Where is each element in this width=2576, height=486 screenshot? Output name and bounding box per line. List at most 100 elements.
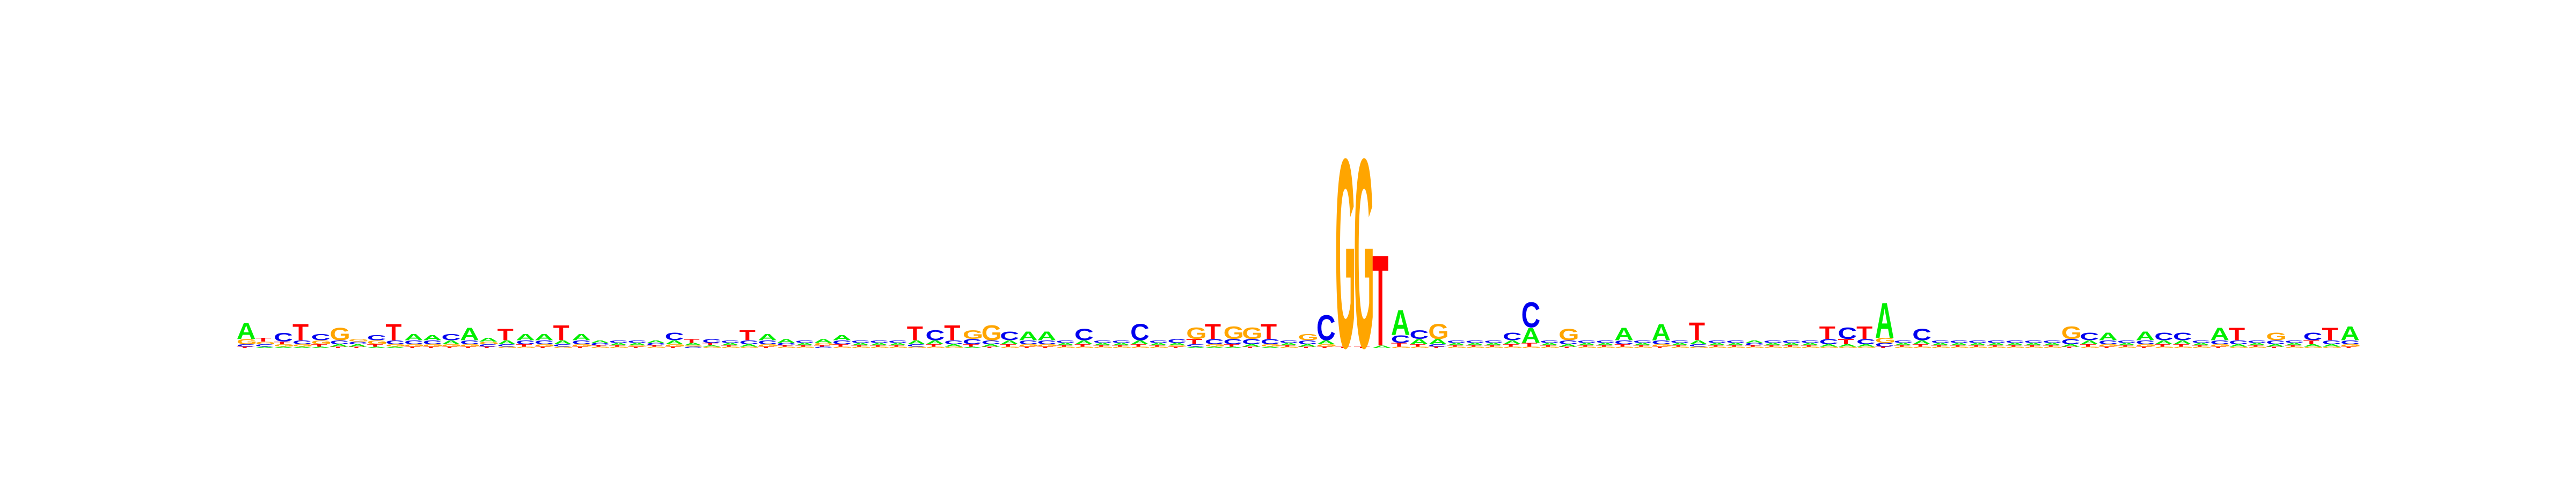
logo-letter-C: C [1428,344,1447,347]
logo-letter-T: T [1801,345,1817,347]
logo-letter-G: G [460,344,480,347]
logo-letter-T: T [609,345,625,347]
logo-letter-A: A [1633,342,1652,346]
logo-letter-A: A [1484,342,1503,346]
logo-letter-C: C [1298,339,1317,345]
logo-letter-A: A [516,332,535,343]
logo-letter-G: G [1689,346,1709,349]
logo-letter-C: C [907,344,926,347]
logo-letter-T: T [944,321,961,345]
logo-letter-G: G [1726,346,1746,349]
logo-letter-T: T [982,346,998,349]
logo-letter-T: T [1912,344,1929,347]
logo-letter-T: T [1708,345,1724,347]
logo-letter-G: G [2285,346,2305,349]
logo-letter-C: C [2154,330,2174,342]
logo-letter-T: T [1521,342,1538,348]
logo-letter-G: G [2117,346,2138,349]
logo-letter-T: T [404,346,420,349]
logo-letter-C: C [2229,339,2248,345]
logo-letter-T: T [1149,345,1165,347]
logo-letter-G: G [907,346,927,349]
logo-letter-A: A [1912,339,1931,345]
logo-letter-A: A [1447,342,1466,346]
logo-letter-T: T [441,346,457,349]
logo-letter-C: C [627,340,647,344]
logo-column: TG [1353,103,1374,404]
logo-letter-A: A [609,342,628,346]
logo-letter-A: A [944,344,963,347]
logo-letter-A: A [1093,342,1113,346]
logo-letter-T: T [2061,346,2077,349]
logo-letter-T: T [795,345,811,347]
logo-letter-C: C [646,342,665,346]
logo-letter-G: G [1596,346,1616,349]
logo-letter-G: G [1987,346,2007,349]
logo-letter-T: T [1316,346,1333,349]
logo-letter-C: C [237,344,256,347]
logo-letter-A: A [926,339,945,345]
logo-letter-C: C [2210,339,2229,345]
logo-letter-G: G [1149,346,1169,349]
logo-letter-A: A [423,333,442,342]
logo-letter-G: G [1019,344,1039,347]
logo-letter-A: A [2322,344,2341,347]
logo-letter-A: A [851,342,870,346]
logo-letter-A: A [814,338,833,344]
logo-letter-G: G [1763,346,1784,349]
logo-letter-T: T [684,338,700,344]
logo-letter-A: A [1410,338,1429,346]
logo-letter-G: G [2061,323,2082,343]
logo-letter-G: G [330,324,350,344]
logo-letter-G: G [888,346,909,349]
logo-letter-G: G [926,346,946,349]
logo-letter-G: G [1410,346,1430,349]
logo-letter-A: A [553,339,573,345]
logo-letter-T: T [1968,345,1984,347]
logo-letter-C: C [2080,330,2099,342]
logo-letter-A: A [740,344,759,347]
logo-letter-C: C [1745,342,1764,346]
logo-letter-G: G [2173,346,2193,349]
logo-letter-G: G [1037,344,1058,347]
logo-letter-T: T [1000,344,1016,347]
logo-letter-G: G [1912,346,1933,349]
logo-letter-C: C [1633,340,1652,344]
logo-letter-C: C [1521,295,1541,335]
logo-letter-G: G [516,346,536,349]
logo-letter-A: A [1763,342,1783,346]
logo-letter-T: T [292,319,309,345]
logo-letter-C: C [702,338,721,344]
logo-letter-G: G [2024,346,2044,349]
logo-letter-A: A [2210,324,2229,344]
logo-letter-C: C [2248,340,2267,344]
logo-letter-T: T [814,345,830,347]
logo-letter-T: T [590,345,606,347]
logo-letter-C: C [1596,340,1615,344]
logo-letter-T: T [1782,345,1798,347]
logo-letter-T: T [758,346,774,349]
logo-letter-G: G [1484,346,1504,349]
logo-letter-A: A [1503,339,1522,345]
logo-letter-T: T [2117,345,2133,347]
logo-letter-G: G [255,341,276,345]
logo-letter-G: G [2043,346,2063,349]
logo-letter-G: G [367,339,387,345]
logo-letter-A: A [982,344,1001,347]
logo-letter-G: G [1353,103,1374,404]
logo-letter-G: G [1968,346,1988,349]
